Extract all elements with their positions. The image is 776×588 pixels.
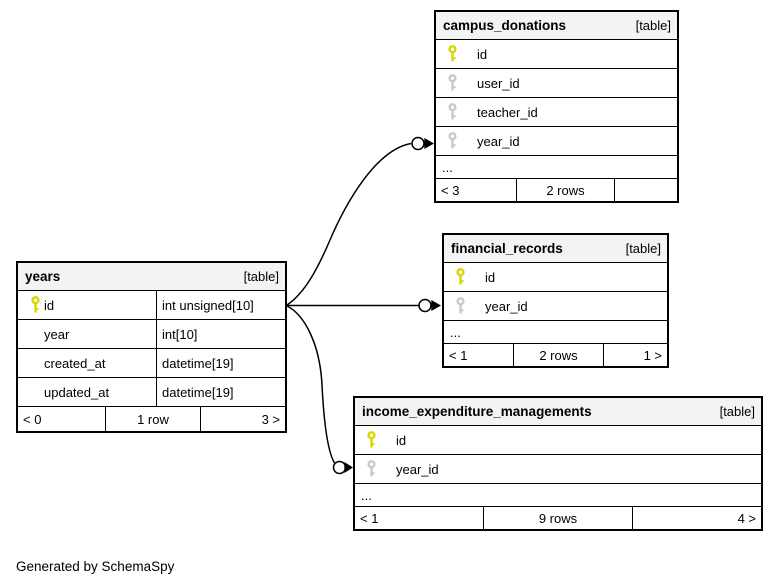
column-row-user_id: user_id (436, 68, 677, 97)
incoming-degree: < 1 (449, 347, 468, 363)
row-count: 2 rows (513, 344, 603, 366)
column-name: year_id (396, 461, 439, 477)
column-row-year: year int[10] (18, 319, 285, 348)
table-header-campus_donations[interactable]: campus_donations [table] (436, 12, 677, 39)
incoming-degree: < 0 (23, 411, 42, 427)
column-type: datetime[19] (162, 384, 234, 400)
column-row-id: id (444, 262, 667, 291)
table-footer: < 3 2 rows (436, 178, 677, 201)
table-type-badge: [table] (625, 241, 661, 256)
table-type-badge: [table] (635, 18, 671, 33)
table-node-campus_donations: campus_donations [table] id user_id teac… (434, 10, 679, 203)
row-count: 9 rows (483, 507, 632, 529)
primary-key-icon (367, 431, 376, 448)
incoming-degree: < 1 (360, 510, 379, 526)
more-columns-indicator: ... (355, 483, 761, 506)
column-row-created_at: created_at datetime[19] (18, 348, 285, 377)
foreign-key-icon (448, 132, 457, 149)
arrowhead (431, 300, 441, 311)
column-type: datetime[19] (162, 355, 234, 371)
row-count: 2 rows (516, 179, 614, 201)
column-type: int[10] (162, 326, 198, 342)
zero-circle-terminator (411, 136, 425, 151)
table-title: income_expenditure_managements (362, 404, 592, 419)
column-name: updated_at (44, 384, 110, 400)
primary-key-icon (448, 45, 457, 62)
zero-circle-terminator (418, 298, 432, 313)
column-row-id: id (436, 39, 677, 68)
column-name: id (485, 269, 496, 285)
generated-by-note: Generated by SchemaSpy (16, 559, 175, 574)
table-footer: < 1 2 rows 1 > (444, 343, 667, 366)
column-name: id (396, 432, 407, 448)
primary-key-icon (31, 296, 40, 313)
table-header-financial_records[interactable]: financial_records [table] (444, 235, 667, 262)
incoming-degree: < 3 (441, 182, 460, 198)
column-row-year_id: year_id (444, 291, 667, 320)
table-type-badge: [table] (719, 404, 755, 419)
foreign-key-icon (456, 297, 465, 314)
table-footer: < 0 1 row 3 > (18, 406, 285, 431)
column-row-id: id (355, 425, 761, 454)
column-row-year_id: year_id (436, 126, 677, 155)
relationship-years-income_expenditure_managements (286, 305, 353, 475)
primary-key-icon (456, 268, 465, 285)
arrowhead (344, 462, 353, 473)
zero-circle-terminator (332, 460, 347, 475)
column-name: year (44, 326, 70, 342)
outgoing-degree (614, 179, 677, 201)
row-count: 1 row (105, 407, 200, 431)
column-row-year_id: year_id (355, 454, 761, 483)
column-name: user_id (477, 75, 520, 91)
outgoing-degree: 1 > (603, 344, 667, 366)
table-header-income_expenditure_managements[interactable]: income_expenditure_managements [table] (355, 398, 761, 425)
column-name: year_id (477, 133, 520, 149)
table-header-years[interactable]: years [table] (18, 263, 285, 290)
outgoing-degree: 3 > (200, 407, 285, 431)
foreign-key-icon (448, 103, 457, 120)
column-name: created_at (44, 355, 106, 371)
more-columns-indicator: ... (436, 155, 677, 178)
table-title: years (25, 269, 61, 284)
table-type-badge: [table] (243, 269, 279, 284)
column-name: id (477, 46, 488, 62)
table-node-financial_records: financial_records [table] id year_id ...… (442, 233, 669, 368)
relationship-years-financial_records (287, 298, 441, 313)
column-type: int unsigned[10] (162, 297, 254, 313)
table-title: campus_donations (443, 18, 567, 33)
column-row-updated_at: updated_at datetime[19] (18, 377, 285, 406)
table-node-income_expenditure_managements: income_expenditure_managements [table] i… (353, 396, 763, 531)
table-title: financial_records (451, 241, 563, 256)
foreign-key-icon (367, 460, 376, 477)
table-node-years: years [table] id int unsigned[10] year i… (16, 261, 287, 433)
column-name: id (44, 297, 55, 313)
column-name: year_id (485, 298, 528, 314)
arrowhead (424, 138, 434, 149)
outgoing-degree: 4 > (632, 507, 761, 529)
column-name: teacher_id (477, 104, 538, 120)
column-row-teacher_id: teacher_id (436, 97, 677, 126)
column-row-id: id int unsigned[10] (18, 290, 285, 319)
more-columns-indicator: ... (444, 320, 667, 343)
table-footer: < 1 9 rows 4 > (355, 506, 761, 529)
foreign-key-icon (448, 74, 457, 91)
relationship-years-campus_donations (286, 136, 434, 306)
